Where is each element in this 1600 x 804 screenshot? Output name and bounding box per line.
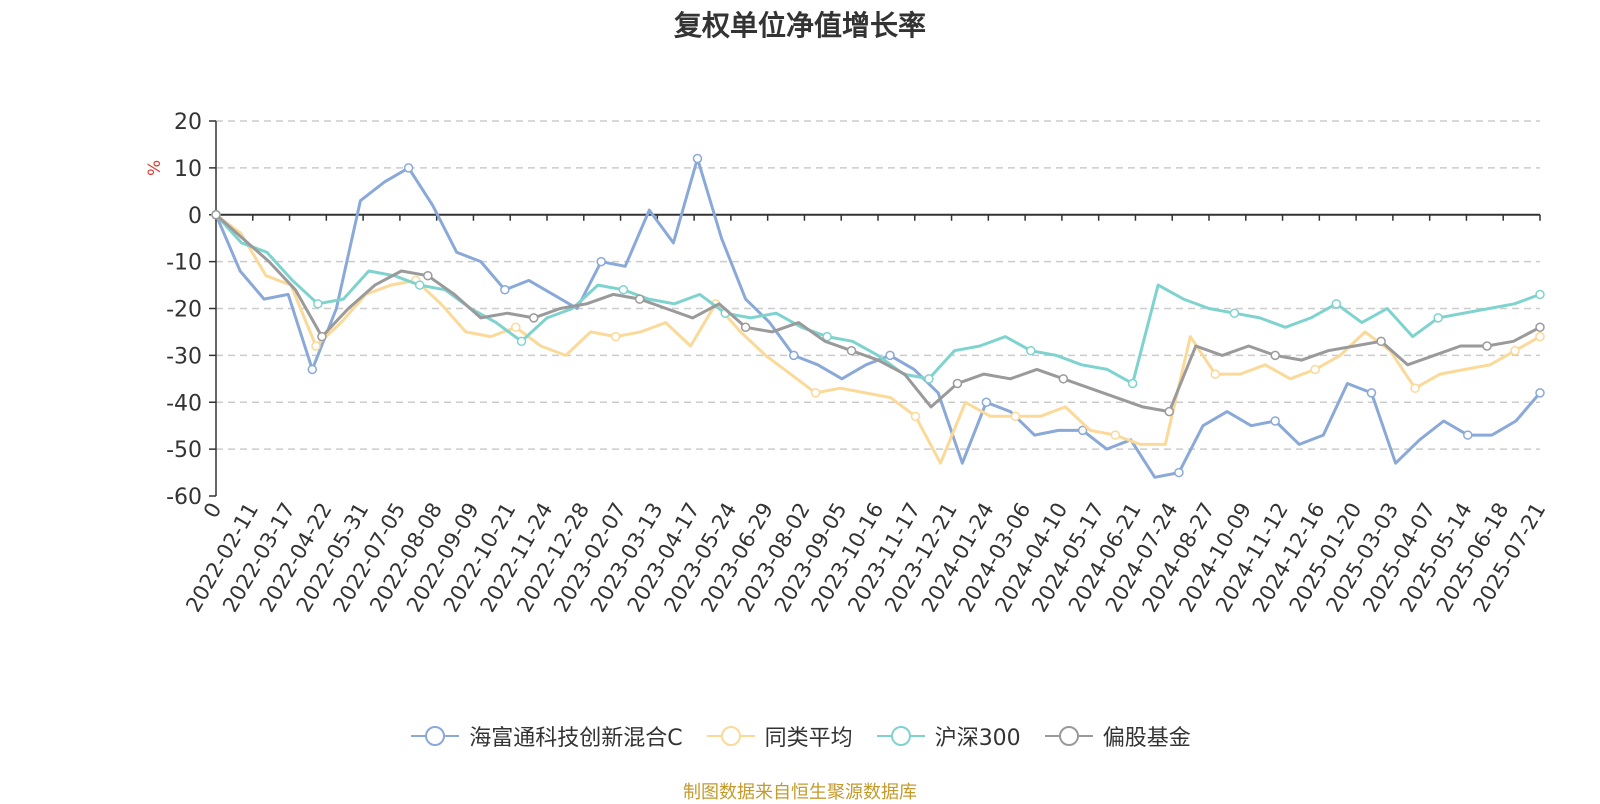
y-tick-label: -10 <box>166 251 202 276</box>
y-tick-label: -20 <box>166 298 202 323</box>
series-line <box>215 213 1541 465</box>
legend-label: 同类平均 <box>764 726 853 751</box>
line-chart: 20100-10-20-30-40-50-60%02022-02-112022-… <box>145 110 1550 616</box>
series-point <box>810 388 821 398</box>
series-point <box>1026 345 1036 356</box>
series-point <box>634 294 645 304</box>
series-point <box>610 331 621 342</box>
legend-item[interactable]: 同类平均 <box>705 720 853 752</box>
legend-label: 海富通科技创新混合C <box>469 726 683 751</box>
series-point <box>885 350 895 361</box>
series-point <box>924 374 934 384</box>
series-point <box>1174 467 1184 478</box>
series-point <box>307 364 318 375</box>
series-point <box>1535 331 1545 342</box>
series-point <box>1229 308 1240 318</box>
series-point <box>1270 416 1280 426</box>
series-point <box>1164 406 1175 417</box>
series-point <box>500 285 510 295</box>
series-point <box>1110 430 1121 440</box>
y-axis-unit: % <box>145 160 165 176</box>
series-point <box>1077 425 1088 436</box>
series-point <box>211 210 221 220</box>
chart-title: 复权单位净值增长率 <box>673 9 926 42</box>
series-point <box>1463 430 1473 440</box>
series-point <box>952 378 963 389</box>
series-point <box>1331 299 1342 309</box>
series-point <box>788 350 799 361</box>
series-point <box>1535 289 1545 300</box>
series-point <box>317 331 327 342</box>
legend-item[interactable]: 沪深300 <box>875 720 1021 752</box>
y-tick-label: 0 <box>188 204 202 229</box>
series-point <box>1410 383 1420 393</box>
y-tick-label: 10 <box>174 157 202 182</box>
y-tick-label: -40 <box>166 391 202 416</box>
series-point <box>692 153 703 164</box>
series-point <box>1366 388 1377 398</box>
series-point <box>1010 411 1021 422</box>
data-source-note: 制图数据来自恒生聚源数据库 <box>683 782 917 803</box>
series-point <box>403 163 414 173</box>
series-line <box>214 213 1541 385</box>
series-point <box>1210 369 1220 379</box>
series-point <box>1433 313 1443 323</box>
series-point <box>1482 341 1492 351</box>
legend-item[interactable]: 海富通科技创新混合C <box>409 720 683 752</box>
legend: 海富通科技创新混合C 同类平均 沪深300 偏股基金 <box>0 720 1600 752</box>
series-point <box>1270 350 1280 361</box>
series-point <box>414 280 425 290</box>
series-point <box>511 322 521 332</box>
legend-label: 沪深300 <box>934 726 1021 751</box>
legend-label: 偏股基金 <box>1102 726 1191 751</box>
series-point <box>1535 322 1545 332</box>
series-line <box>214 157 1542 479</box>
series-point <box>1510 345 1520 356</box>
legend-item[interactable]: 偏股基金 <box>1043 720 1191 752</box>
y-tick-label: -50 <box>166 438 202 463</box>
series-point <box>1127 378 1138 389</box>
series-point <box>311 341 321 351</box>
legend-symbol-icon <box>1044 726 1093 746</box>
y-tick-label: 20 <box>174 110 202 135</box>
series-point <box>529 313 539 323</box>
series-point <box>910 411 921 422</box>
series-point <box>846 345 857 356</box>
series-point <box>1058 374 1069 384</box>
x-tick-label: 0 <box>199 499 226 523</box>
series-point <box>618 285 629 295</box>
legend-symbol-icon <box>876 726 925 746</box>
series-point <box>423 270 433 281</box>
y-tick-label: -60 <box>166 485 202 510</box>
legend-symbol-icon <box>411 726 460 746</box>
series-point <box>516 336 527 347</box>
series-point <box>1376 336 1386 347</box>
series-point <box>1310 364 1320 375</box>
series-line <box>215 213 1541 414</box>
series-point <box>313 299 323 309</box>
series-point <box>1535 388 1545 398</box>
legend-symbol-icon <box>706 726 755 746</box>
y-tick-label: -30 <box>166 344 202 369</box>
series-point <box>981 397 992 407</box>
series-point <box>740 322 751 332</box>
series-point <box>596 256 606 267</box>
